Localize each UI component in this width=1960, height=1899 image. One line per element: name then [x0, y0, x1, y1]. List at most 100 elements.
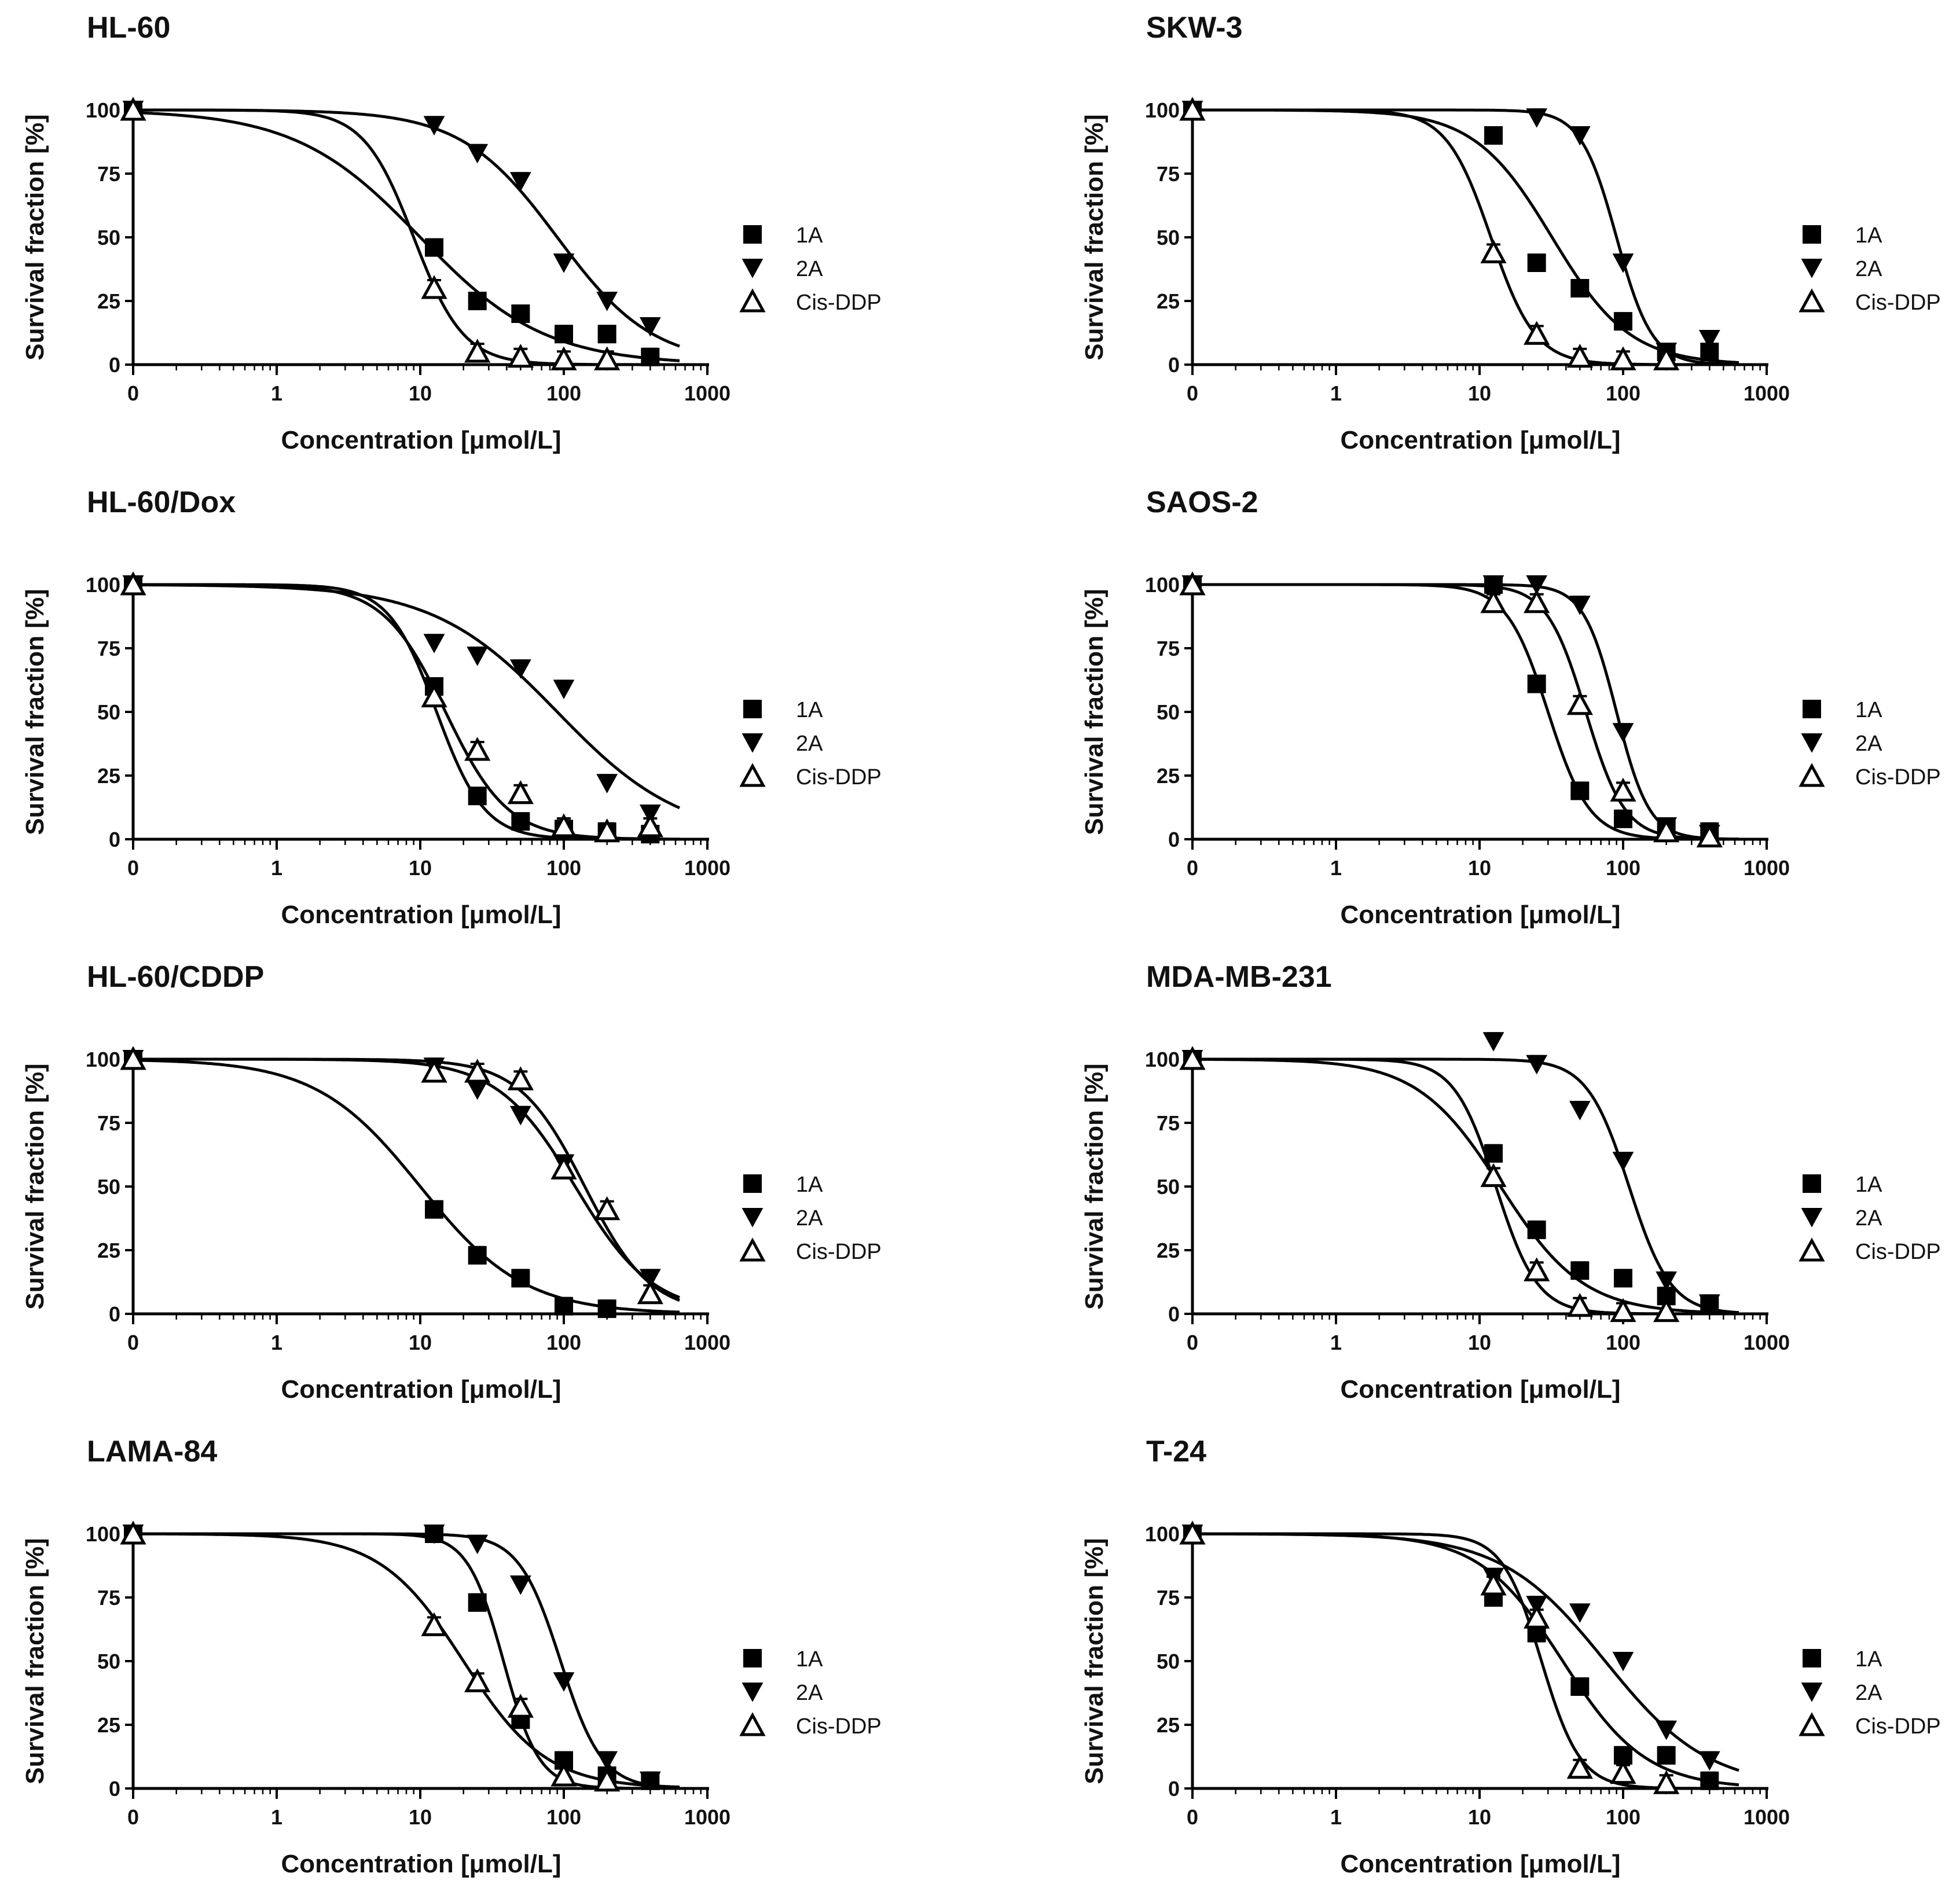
fit-curve [1192, 1532, 1739, 1787]
data-point [468, 1246, 487, 1265]
y-tick-label: 0 [109, 1302, 120, 1326]
data-point [1570, 1261, 1590, 1280]
y-tick-label: 25 [1157, 1713, 1180, 1737]
x-tick-label: 1 [1330, 381, 1342, 405]
series-1a [1183, 575, 1739, 841]
data-point [1610, 777, 1636, 802]
data-point [1610, 346, 1636, 370]
legend-label: 1A [1855, 1647, 1882, 1672]
data-point [1569, 596, 1591, 615]
data-point [1656, 1720, 1678, 1740]
y-tick-label: 25 [1157, 764, 1180, 788]
chart-title: HL-60/Dox [87, 486, 236, 519]
data-point [468, 292, 487, 310]
data-point [1524, 589, 1550, 614]
data-point [1570, 1677, 1590, 1696]
series-1a [1183, 1525, 1739, 1790]
data-point [425, 1200, 444, 1219]
data-point [637, 1280, 663, 1305]
data-point [1698, 330, 1720, 350]
chart-panel-4: SAOS-2 Survival fraction [%] Concentration… [1080, 486, 1941, 929]
chart-panel-7: LAMA-84 Survival fraction [%] Concentratio… [21, 1435, 882, 1878]
data-point [507, 1066, 534, 1090]
data-point [1526, 108, 1548, 128]
data-point [421, 275, 447, 299]
data-point [464, 1059, 491, 1083]
legend-label: Cis-DDP [796, 1714, 882, 1739]
x-axis-label: Concentration [μmol/L] [281, 901, 561, 929]
series-2a [1181, 1525, 1739, 1772]
data-point [1526, 575, 1548, 595]
x-axis-label: Concentration [μmol/L] [1341, 1850, 1621, 1878]
x-tick-label: 10 [1468, 381, 1491, 405]
fit-curve [133, 1059, 680, 1314]
fit-curve [133, 1057, 680, 1302]
x-tick-label: 100 [1606, 1331, 1640, 1354]
legend-marker [1803, 1649, 1821, 1667]
y-tick-label: 100 [1145, 1048, 1180, 1071]
x-axis-label: Concentration [μmol/L] [281, 426, 561, 454]
data-point [509, 659, 531, 679]
x-tick-label: 1000 [1744, 1331, 1790, 1354]
y-tick-label: 75 [1157, 637, 1180, 660]
legend-label: 1A [1855, 223, 1882, 248]
data-point [1570, 781, 1590, 800]
fit-curve [1192, 1057, 1739, 1314]
data-point [1653, 818, 1680, 843]
data-point [1653, 1770, 1680, 1794]
fit-curve [1192, 1532, 1739, 1790]
fit-curve [1192, 583, 1739, 841]
y-tick-label: 25 [97, 764, 120, 788]
legend-marker [743, 700, 762, 718]
fit-curve [1192, 108, 1739, 366]
data-point [1526, 1055, 1548, 1075]
data-point [550, 346, 577, 370]
y-tick-label: 75 [97, 637, 120, 660]
data-point [1482, 575, 1504, 595]
data-point [1570, 279, 1590, 297]
data-point [467, 647, 489, 666]
data-point [1569, 1101, 1591, 1121]
data-point [1480, 1163, 1507, 1187]
legend-marker [1798, 1712, 1825, 1736]
y-tick-label: 0 [109, 828, 120, 851]
y-axis-label: Survival fraction [%] [1080, 589, 1109, 835]
x-tick-label: 1000 [684, 381, 731, 405]
x-tick-label: 0 [127, 1805, 139, 1829]
fit-curve [133, 108, 680, 348]
fit-curve [1192, 1057, 1739, 1316]
y-tick-label: 50 [1157, 226, 1180, 249]
y-tick-label: 75 [97, 162, 120, 186]
data-point [550, 1762, 577, 1787]
data-point [1657, 1746, 1676, 1765]
x-tick-label: 1 [271, 1805, 282, 1829]
data-point [639, 317, 661, 337]
data-point [468, 787, 487, 806]
legend-label: 2A [1855, 257, 1882, 281]
fit-curve [133, 111, 680, 362]
series-1a [1183, 1050, 1739, 1315]
y-tick-label: 75 [97, 1111, 120, 1135]
legend-marker [1798, 1237, 1825, 1262]
data-point [507, 780, 534, 805]
series-2a [1181, 101, 1739, 366]
data-point [550, 1155, 577, 1180]
x-axis-label: Concentration [μmol/L] [1341, 1375, 1621, 1404]
data-point [467, 1534, 489, 1555]
fit-curve [133, 583, 680, 841]
y-tick-label: 0 [1168, 1777, 1180, 1801]
data-point [596, 292, 618, 311]
data-point [1612, 723, 1634, 743]
data-point [550, 813, 577, 838]
series-cis-ddp [1179, 1520, 1739, 1794]
series-1a [124, 101, 680, 366]
data-point [425, 238, 444, 257]
legend-label: 1A [1855, 1173, 1882, 1197]
fit-curve [1192, 108, 1739, 364]
data-point [507, 1694, 534, 1718]
x-tick-label: 10 [1468, 856, 1491, 880]
data-point [641, 347, 660, 366]
legend-marker [743, 1174, 762, 1193]
y-tick-label: 0 [1168, 1302, 1180, 1326]
x-axis-label: Concentration [μmol/L] [281, 1850, 561, 1878]
